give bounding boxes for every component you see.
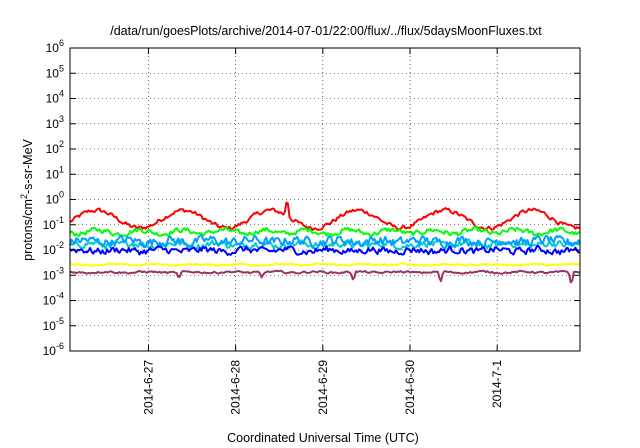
y-tick-label-base: 10	[46, 66, 60, 80]
series-line	[69, 201, 581, 231]
series-line	[69, 269, 581, 284]
y-tick-label: 101	[46, 164, 64, 181]
y-tick-label-base: 10	[46, 142, 60, 156]
y-tick-label-exp: -6	[56, 341, 64, 351]
y-tick-label-exp: 1	[59, 164, 64, 174]
y-tick-label-exp: 2	[59, 139, 64, 149]
y-tick-label: 10-1	[43, 215, 64, 232]
y-tick-label: 103	[46, 114, 64, 131]
y-tick-label-exp: -2	[56, 240, 64, 250]
y-tick-label-exp: -4	[56, 291, 64, 301]
y-tick-label-exp: 4	[59, 89, 64, 99]
y-tick-label: 10-4	[43, 291, 64, 308]
y-axis-label-base: protons/cm	[21, 199, 35, 261]
x-axis: 2014-6-27 2014-6-28 2014-6-29 2014-6-30 2014…	[141, 48, 504, 415]
x-tick-label: 2014-6-30	[403, 360, 417, 415]
y-tick-label-base: 10	[46, 117, 60, 131]
y-tick-label-base: 10	[46, 92, 60, 106]
x-tick-label: 2014-7-1	[490, 360, 504, 408]
y-tick-label: 104	[46, 89, 64, 106]
y-tick-label: 10-6	[43, 341, 64, 358]
y-tick-label-base: 10	[43, 268, 57, 282]
y-tick-label-base: 10	[43, 218, 57, 232]
y-tick-label-base: 10	[43, 344, 57, 358]
y-tick-label: 105	[46, 63, 64, 80]
y-tick-label-base: 10	[46, 41, 60, 55]
y-tick-label-exp: 6	[59, 38, 64, 48]
y-axis-label-rest: -s-sr-MeV	[21, 138, 35, 194]
chart-title: /data/run/goesPlots/archive/2014-07-01/2…	[110, 24, 542, 38]
series-layer	[69, 201, 581, 284]
y-tick-label-base: 10	[46, 167, 60, 181]
series-line	[69, 262, 581, 267]
y-tick-label: 10-2	[43, 240, 64, 257]
y-tick-label-exp: 5	[59, 63, 64, 73]
x-axis-label: Coordinated Universal Time (UTC)	[227, 431, 419, 445]
y-tick-label-base: 10	[43, 243, 57, 257]
y-axis-label-sup: 2	[19, 194, 29, 199]
y-tick-label-base: 10	[43, 294, 57, 308]
y-tick-label-exp: 0	[59, 190, 64, 200]
y-tick-label-base: 10	[46, 193, 60, 207]
y-tick-label: 102	[46, 139, 64, 156]
y-axis: 10610510410310210110010-110-210-310-410-…	[43, 38, 580, 358]
y-tick-label-base: 10	[43, 319, 57, 333]
x-tick-label: 2014-6-27	[141, 360, 155, 415]
y-axis-label: protons/cm2-s-sr-MeV	[19, 138, 35, 260]
series-line	[69, 225, 581, 238]
series-line	[69, 244, 581, 256]
y-tick-label-exp: -1	[56, 215, 64, 225]
y-tick-label-exp: -3	[56, 265, 64, 275]
series-line	[69, 234, 581, 250]
y-tick-label: 106	[46, 38, 64, 55]
x-tick-label: 2014-6-29	[316, 360, 330, 415]
y-tick-label: 10-3	[43, 265, 64, 282]
grid	[70, 47, 580, 352]
y-tick-label-exp: -5	[56, 316, 64, 326]
y-tick-label: 100	[46, 190, 64, 207]
y-tick-label: 10-5	[43, 316, 64, 333]
x-tick-label: 2014-6-28	[229, 360, 243, 415]
y-tick-label-exp: 3	[59, 114, 64, 124]
